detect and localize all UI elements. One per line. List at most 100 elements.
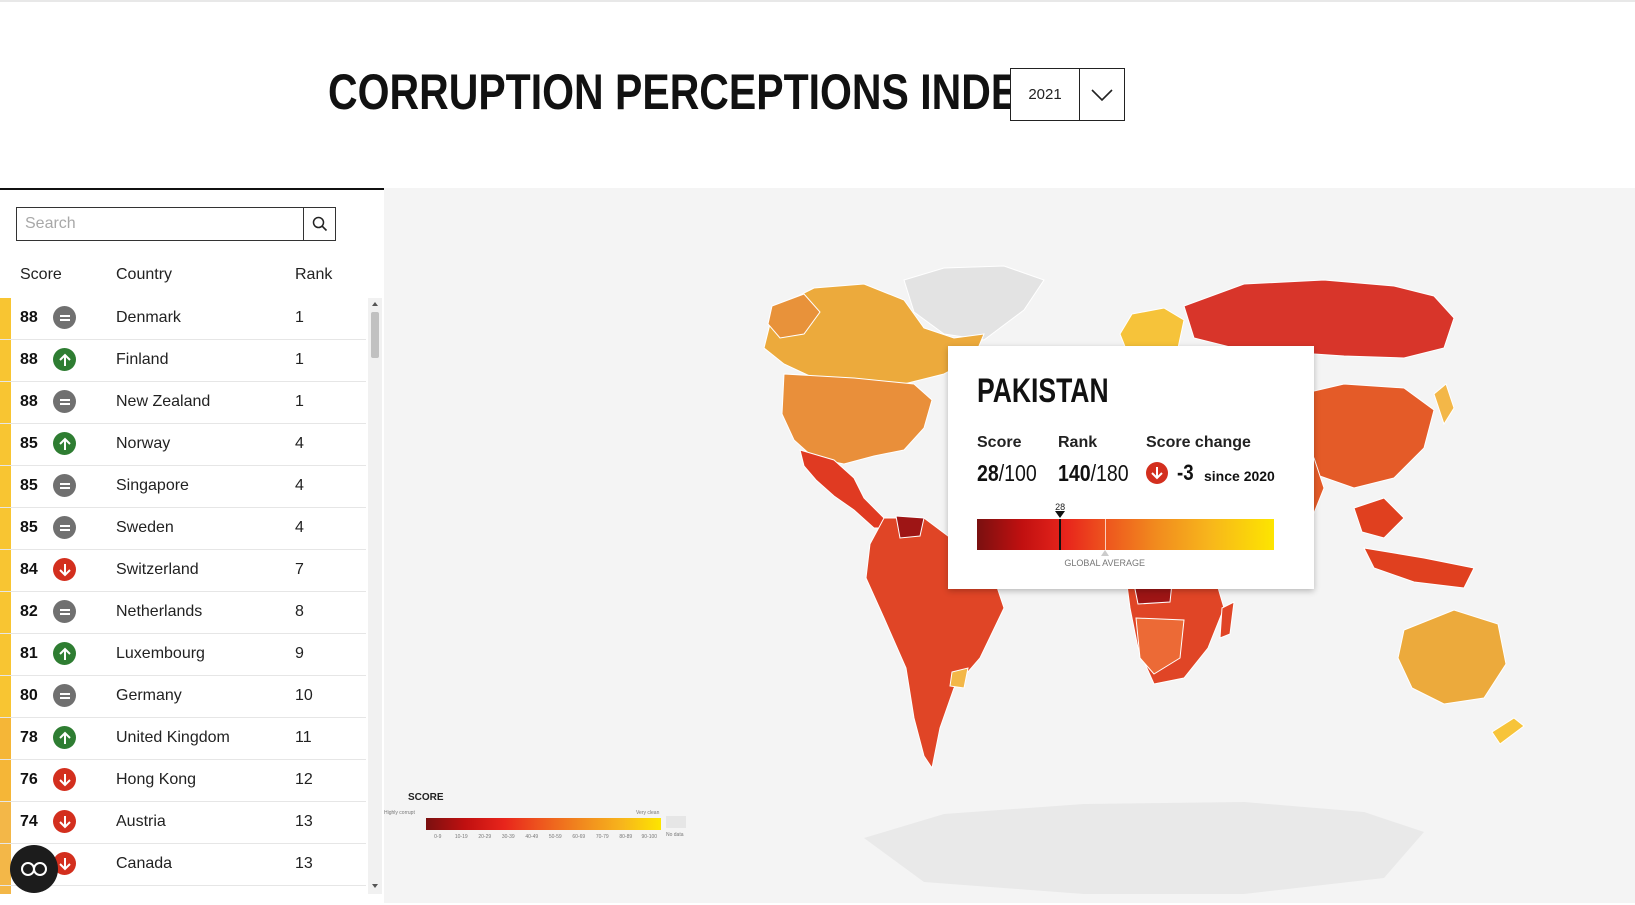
row-country[interactable]: United Kingdom [116, 729, 230, 746]
score-color-bar [0, 340, 11, 381]
row-score: 85 [20, 435, 38, 452]
row-score: 81 [20, 645, 38, 662]
arrow-up-icon [53, 432, 76, 455]
map-usa [781, 373, 933, 465]
table-row[interactable]: 80 Germany 10 [0, 676, 366, 718]
row-score: 74 [20, 813, 38, 830]
table-row[interactable]: 85 Singapore 4 [0, 466, 366, 508]
tooltip-country: PAKISTAN [977, 372, 1109, 410]
arrow-down-icon [1146, 462, 1168, 484]
row-rank: 13 [295, 855, 313, 872]
glasses-icon [21, 862, 47, 876]
tooltip-score-value: 28 [977, 460, 999, 486]
row-rank: 13 [295, 813, 313, 830]
row-rank: 11 [295, 729, 312, 746]
row-score: 76 [20, 771, 38, 788]
score-color-bar [0, 550, 11, 591]
table-row[interactable]: 88 New Zealand 1 [0, 382, 366, 424]
equal-icon [53, 474, 76, 497]
row-country[interactable]: Norway [116, 435, 171, 452]
column-score[interactable]: Score [20, 266, 62, 283]
table-row[interactable]: 76 Hong Kong 12 [0, 760, 366, 802]
table-row[interactable]: 81 Luxembourg 9 [0, 634, 366, 676]
map-alaska [767, 293, 821, 339]
map-japan [1433, 383, 1455, 426]
page-title: CORRUPTION PERCEPTIONS INDEX [328, 64, 1046, 120]
score-color-bar [0, 298, 11, 339]
row-country[interactable]: Finland [116, 351, 169, 368]
row-country[interactable]: Germany [116, 687, 182, 704]
row-country[interactable]: Singapore [116, 477, 189, 494]
table-row[interactable]: 82 Netherlands 8 [0, 592, 366, 634]
score-marker-icon [1055, 511, 1066, 518]
row-rank: 12 [295, 771, 313, 788]
search-button[interactable] [303, 208, 335, 240]
row-country[interactable]: Luxembourg [116, 645, 205, 662]
tooltip-rank-max: /180 [1090, 460, 1129, 486]
equal-icon [53, 600, 76, 623]
arrow-up-icon [53, 348, 76, 371]
search-input[interactable] [17, 208, 303, 240]
tooltip-rank: 140/180 [1058, 460, 1129, 487]
map-uruguay [949, 667, 969, 689]
year-dropdown[interactable]: 2021 [1010, 68, 1125, 121]
scrollbar-thumb[interactable] [371, 312, 379, 358]
row-country[interactable]: Sweden [116, 519, 174, 536]
row-country[interactable]: Switzerland [116, 561, 199, 578]
row-score: 85 [20, 477, 38, 494]
scroll-up-arrow-icon[interactable] [372, 302, 378, 306]
row-rank: 1 [295, 393, 304, 410]
row-rank: 1 [295, 309, 304, 326]
column-rank[interactable]: Rank [295, 266, 333, 283]
arrow-down-icon [53, 810, 76, 833]
tooltip-marker-label: 28 [1055, 502, 1066, 512]
legend-title: SCORE [408, 792, 444, 803]
tooltip-change-value: -3 [1177, 460, 1194, 485]
row-country[interactable]: Canada [116, 855, 173, 872]
row-country[interactable]: Hong Kong [116, 771, 197, 788]
table-row[interactable]: 88 Finland 1 [0, 340, 366, 382]
table-row[interactable]: 85 Sweden 4 [0, 508, 366, 550]
table-row[interactable]: Estonia13 [0, 886, 366, 894]
ranking-panel: Score Country Rank 88 Denmark 188 Finland 1 8… [0, 188, 384, 905]
scrollbar[interactable] [368, 298, 382, 894]
tooltip-rank-value: 140 [1058, 460, 1091, 486]
row-score: 88 [20, 309, 38, 326]
legend-tick-label: 80-89 [619, 834, 633, 840]
legend-tick-label: 20-29 [478, 834, 492, 840]
row-country[interactable]: Austria [116, 813, 166, 830]
ranking-list: 88 Denmark 1 88 Finland 1 88 New Zealand 1 85 Norw… [0, 298, 366, 894]
tooltip-score-label: Score [977, 434, 1022, 451]
row-score: 82 [20, 603, 38, 620]
row-country[interactable]: Netherlands [116, 603, 203, 620]
map-southern-africa [1135, 617, 1185, 675]
top-divider [0, 0, 1635, 2]
table-row[interactable]: 74 Austria 13 [0, 802, 366, 844]
legend-nodata-swatch [666, 816, 686, 828]
legend-tick-label: 90-100 [641, 834, 658, 840]
row-rank: 1 [295, 351, 304, 368]
chevron-down-icon[interactable] [1080, 69, 1124, 120]
map-greenland [903, 265, 1045, 341]
score-color-bar [0, 802, 11, 843]
arrow-down-icon [53, 852, 76, 875]
table-row[interactable]: 78 United Kingdom 11 [0, 718, 366, 760]
legend-left-label: Highly corrupt [384, 810, 415, 816]
row-country[interactable]: New Zealand [116, 393, 211, 410]
row-rank: 4 [295, 435, 304, 452]
column-country[interactable]: Country [116, 266, 173, 283]
map-new-zealand [1491, 717, 1525, 745]
table-row[interactable]: 84 Switzerland 7 [0, 550, 366, 592]
map-southeast-asia [1353, 497, 1405, 539]
score-color-bar [0, 382, 11, 423]
equal-icon [53, 390, 76, 413]
global-average-line [1104, 519, 1106, 550]
score-color-bar [0, 760, 11, 801]
accessibility-toggle-button[interactable] [10, 845, 58, 893]
row-country[interactable]: Denmark [116, 309, 181, 326]
row-rank: 4 [295, 477, 304, 494]
scroll-down-arrow-icon[interactable] [372, 884, 378, 888]
table-row[interactable]: 85 Norway 4 [0, 424, 366, 466]
table-row[interactable]: 88 Denmark 1 [0, 298, 366, 340]
world-map[interactable]: SCORE Highly corrupt Very clean No data … [384, 188, 1635, 903]
